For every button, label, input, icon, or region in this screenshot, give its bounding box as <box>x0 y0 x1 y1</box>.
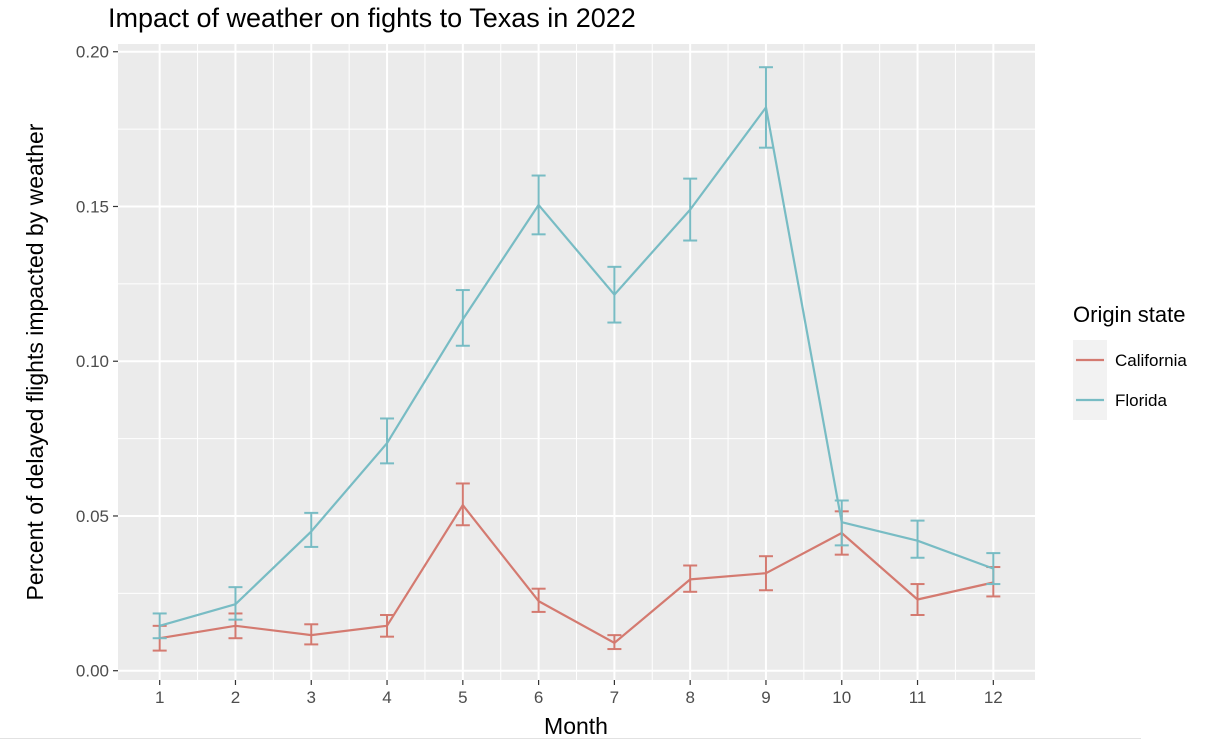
legend-label: California <box>1115 351 1187 370</box>
series-line <box>158 106 995 627</box>
x-tick-label: 2 <box>231 688 240 707</box>
x-tick-label: 1 <box>155 688 164 707</box>
x-tick-label: 12 <box>984 688 1003 707</box>
x-tick-label: 9 <box>761 688 770 707</box>
x-tick-label: 7 <box>610 688 619 707</box>
series-florida <box>152 66 1001 640</box>
y-axis-title: Percent of delayed flights impacted by w… <box>22 123 48 600</box>
legend-label: Florida <box>1115 391 1168 410</box>
legend-item: California <box>1073 340 1187 380</box>
x-axis-title: Month <box>544 713 608 739</box>
x-tick-label: 11 <box>909 688 927 707</box>
legend: Origin state California Florida <box>1073 302 1187 420</box>
x-tick-label: 6 <box>534 688 543 707</box>
y-tick-label: 0.00 <box>76 662 109 681</box>
x-tick-label: 4 <box>382 688 391 707</box>
y-tick-label: 0.05 <box>76 507 109 526</box>
y-tick-label: 0.20 <box>76 43 109 62</box>
grid-lines <box>118 44 1035 680</box>
x-axis: 1 2 3 4 5 6 7 8 9 10 11 12 <box>155 680 1003 707</box>
legend-title: Origin state <box>1073 302 1186 327</box>
y-axis: 0.00 0.05 0.10 0.15 0.20 <box>76 43 118 681</box>
y-tick-label: 0.10 <box>76 352 109 371</box>
bottom-divider <box>0 738 1141 739</box>
data-series <box>152 66 1001 652</box>
series-line <box>158 504 995 645</box>
y-tick-label: 0.15 <box>76 197 109 216</box>
x-tick-label: 5 <box>458 688 467 707</box>
x-tick-label: 3 <box>307 688 316 707</box>
x-tick-label: 10 <box>832 688 851 707</box>
x-tick-label: 8 <box>685 688 694 707</box>
chart-title: Impact of weather on fights to Texas in … <box>108 3 636 33</box>
legend-item: Florida <box>1073 380 1168 420</box>
